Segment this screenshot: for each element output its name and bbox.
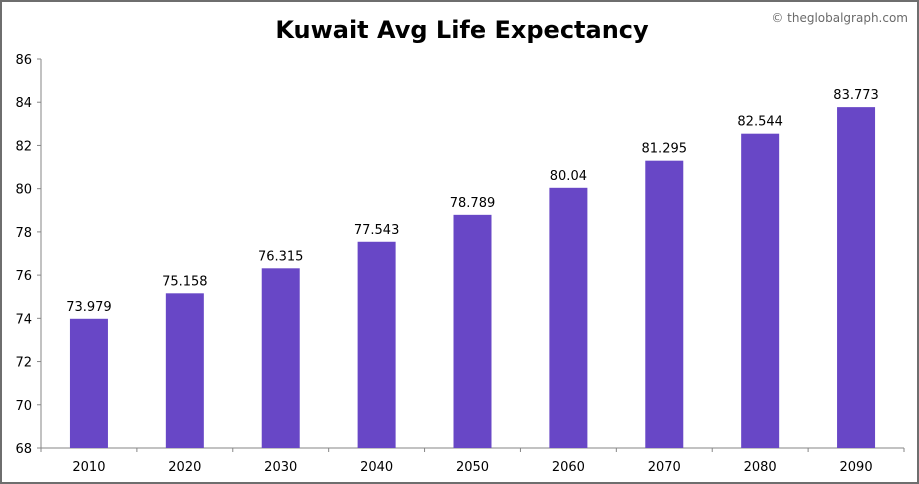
y-tick-label: 76 [15,269,32,284]
data-label-2050: 78.789 [450,196,496,211]
y-tick-label: 82 [15,139,32,154]
bars [69,107,876,449]
y-axis: 68 70 72 74 76 78 80 82 84 86 [15,53,42,457]
data-labels: 73.979 75.158 76.315 77.543 78.789 80.04 81.29… [66,88,879,315]
data-label-2010: 73.979 [66,300,112,315]
y-tick-label: 68 [15,442,32,457]
x-axis: 2010 2020 2030 2040 2050 2060 2070 2080 2090 [40,447,905,475]
x-tick-label-2080: 2080 [744,460,777,475]
data-label-2080: 82.544 [737,115,783,130]
y-tick-label: 86 [15,53,32,68]
x-tick-label-2060: 2060 [552,460,585,475]
y-tick-label: 80 [15,183,32,198]
bar-2010 [69,318,108,448]
x-tick-label-2010: 2010 [72,460,105,475]
x-tick-label-2050: 2050 [456,460,489,475]
chart-title: Kuwait Avg Life Expectancy [275,16,649,44]
x-tick-label-2070: 2070 [648,460,681,475]
y-tick-label: 84 [15,96,32,111]
x-tick-label-2020: 2020 [168,460,201,475]
data-label-2040: 77.543 [354,223,400,238]
bar-2070 [645,160,684,448]
bar-2080 [741,133,780,449]
bar-2060 [549,187,588,448]
x-tick-label-2040: 2040 [360,460,393,475]
data-label-2020: 75.158 [162,274,208,289]
watermark: © theglobalgraph.com [771,11,908,25]
data-label-2060: 80.04 [550,169,587,184]
x-tick-label-2090: 2090 [840,460,873,475]
y-tick-label: 74 [15,312,32,327]
y-tick-label: 72 [15,356,32,371]
bar-2050 [453,214,492,448]
data-label-2070: 81.295 [642,142,688,157]
bar-2090 [837,107,876,449]
bar-2030 [261,268,300,448]
bar-2020 [165,293,204,448]
data-label-2030: 76.315 [258,249,304,264]
y-tick-label: 70 [15,399,32,414]
data-label-2090: 83.773 [833,88,879,103]
x-tick-label-2030: 2030 [264,460,297,475]
bar-2040 [357,241,396,448]
y-tick-label: 78 [15,226,32,241]
